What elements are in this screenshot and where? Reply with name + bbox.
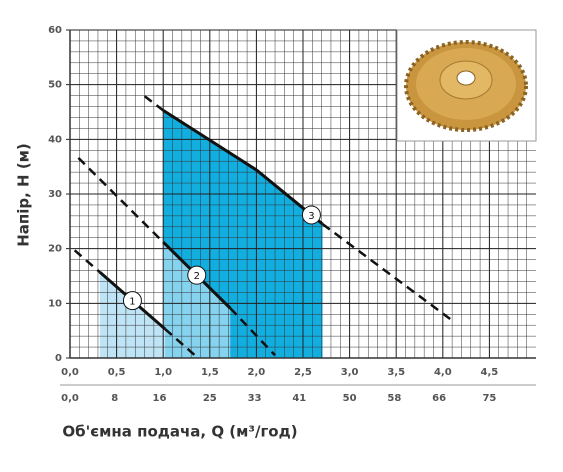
x-tick-label: 0,0 xyxy=(61,367,79,378)
y-tick-label: 60 xyxy=(48,25,62,36)
area xyxy=(99,272,166,358)
x-tick-label: 2,0 xyxy=(248,367,266,378)
x2-tick-label: 25 xyxy=(203,393,217,404)
curve-label-circle xyxy=(301,205,321,225)
x2-tick-label: 41 xyxy=(292,393,306,404)
x2-tick-label: 16 xyxy=(153,393,167,404)
x-tick-label: 0,5 xyxy=(108,367,126,378)
curve-segment xyxy=(73,249,101,274)
curve-label: 1 xyxy=(129,297,135,308)
impeller-bore xyxy=(456,70,476,86)
x-tick-label: 1,5 xyxy=(201,367,219,378)
curve-segment xyxy=(229,307,276,357)
y-axis-title: Напір, H (м) xyxy=(15,143,33,247)
x-tick-label: 2,5 xyxy=(294,367,312,378)
x2-tick-label: 75 xyxy=(482,393,496,404)
x2-tick-label: 0,0 xyxy=(61,393,79,404)
x2-tick-label: 8 xyxy=(111,393,118,404)
x2-tick-label: 33 xyxy=(248,393,262,404)
x2-tick-label: 66 xyxy=(432,393,446,404)
x-tick-label: 4,0 xyxy=(434,367,452,378)
curve-label-circle xyxy=(122,291,142,311)
y-tick-label: 50 xyxy=(48,80,62,91)
y-tick-label: 10 xyxy=(48,298,62,309)
x2-tick-label: 50 xyxy=(343,393,357,404)
x-tick-label: 3,0 xyxy=(341,367,359,378)
y-tick-label: 20 xyxy=(48,244,62,255)
x-tick-label: 4,5 xyxy=(481,367,499,378)
y-tick-label: 30 xyxy=(48,189,62,200)
curve-segment xyxy=(143,95,164,112)
y-tick-label: 0 xyxy=(55,353,62,364)
x-tick-label: 3,5 xyxy=(387,367,405,378)
curve-label: 3 xyxy=(308,211,314,222)
y-tick-label: 40 xyxy=(48,134,62,145)
area xyxy=(163,242,231,358)
curve-segment xyxy=(77,157,165,243)
impeller-photo xyxy=(396,29,537,142)
areas xyxy=(99,110,323,358)
curve-label: 2 xyxy=(194,271,200,282)
labels: 0,0 0,5 1,0 1,5 2,0 2,5 3,0 3,5 4,0 4,50,0 8 16 25 33… xyxy=(48,25,498,404)
x-axis-title: Об'ємна подача, Q (м³/год) xyxy=(62,423,297,441)
curve-segment xyxy=(162,109,258,172)
curve-segment xyxy=(164,328,196,357)
curve-label-circle xyxy=(187,265,207,285)
curve-segment xyxy=(321,223,452,321)
x-tick-label: 1,0 xyxy=(154,367,172,378)
x2-tick-label: 58 xyxy=(387,393,401,404)
impeller xyxy=(404,40,528,132)
